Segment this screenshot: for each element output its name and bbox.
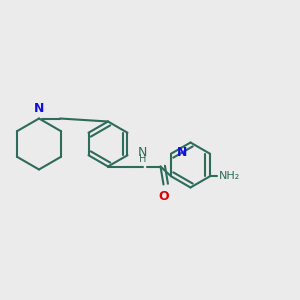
Text: NH₂: NH₂ [219, 171, 240, 181]
Text: N: N [177, 146, 188, 158]
Text: N: N [138, 146, 147, 159]
Text: O: O [158, 190, 169, 203]
Text: H: H [139, 154, 146, 164]
Text: N: N [34, 103, 44, 116]
